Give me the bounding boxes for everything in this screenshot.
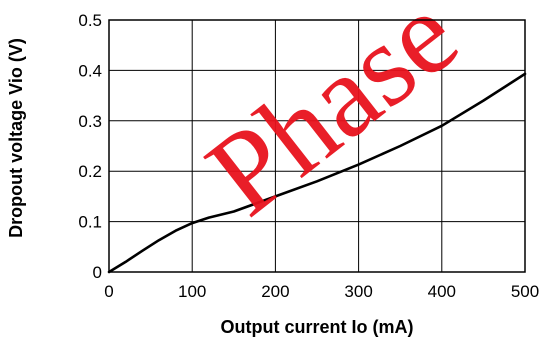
watermark-text: Phase [183, 0, 481, 240]
y-tick-labels: 0 0.1 0.2 0.3 0.4 0.5 [78, 11, 102, 282]
y-tick-label: 0.3 [78, 112, 102, 131]
x-axis-title: Output current Io (mA) [221, 317, 414, 337]
x-tick-label: 400 [428, 282, 456, 301]
series-group [107, 72, 527, 274]
y-tick-label: 0.5 [78, 11, 102, 30]
x-tick-label: 0 [104, 282, 113, 301]
x-tick-label: 100 [178, 282, 206, 301]
series-line-0 [107, 72, 527, 274]
x-tick-label: 500 [511, 282, 539, 301]
y-tick-label: 0 [93, 263, 102, 282]
watermark: Phase [183, 0, 481, 240]
y-tick-label: 0.2 [78, 162, 102, 181]
y-tick-label: 0.4 [78, 61, 102, 80]
x-tick-labels: 0 100 200 300 400 500 [104, 282, 539, 301]
plot-frame [108, 19, 526, 273]
x-tick-label: 200 [261, 282, 289, 301]
x-tick-label: 300 [344, 282, 372, 301]
y-axis-title: Dropout voltage Vio (V) [6, 38, 26, 238]
y-tick-label: 0.1 [78, 213, 102, 232]
